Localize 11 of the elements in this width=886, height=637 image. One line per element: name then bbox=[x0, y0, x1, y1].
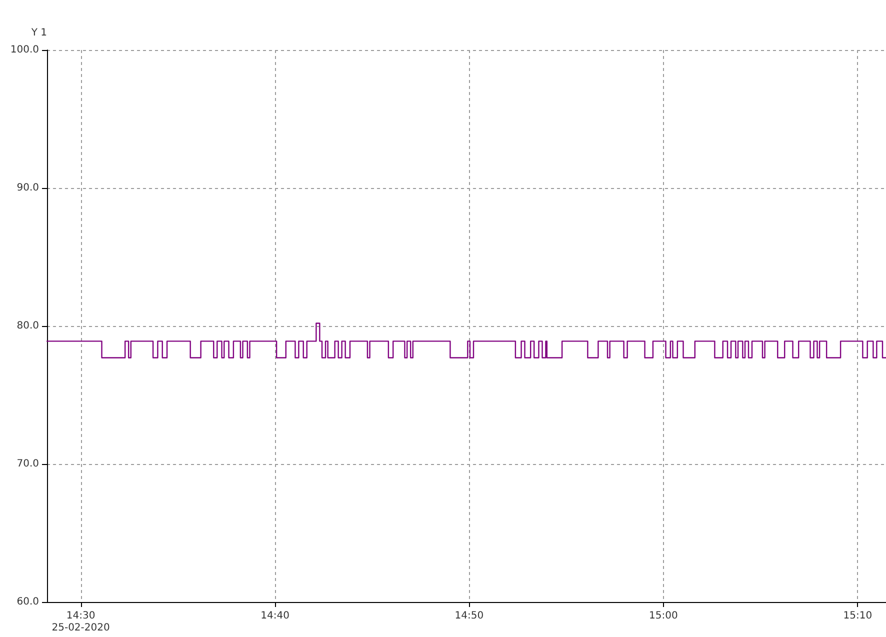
x-tick-label: 15:00 bbox=[649, 610, 678, 622]
y-tick-label: 70.0 bbox=[16, 458, 39, 470]
x-tick-label: 14:30 25-02-2020 bbox=[52, 610, 110, 634]
x-tick-label: 14:40 bbox=[260, 610, 290, 622]
y-tick-label: 90.0 bbox=[16, 182, 39, 194]
y-tick-label: 80.0 bbox=[16, 320, 39, 332]
y-tick-label: 60.0 bbox=[16, 596, 39, 608]
y-axis-title: Y 1 bbox=[30, 28, 47, 38]
x-tick-label: 15:10 bbox=[843, 610, 872, 622]
x-tick-label: 14:50 bbox=[454, 610, 484, 622]
y-tick-label: 100.0 bbox=[10, 44, 39, 56]
